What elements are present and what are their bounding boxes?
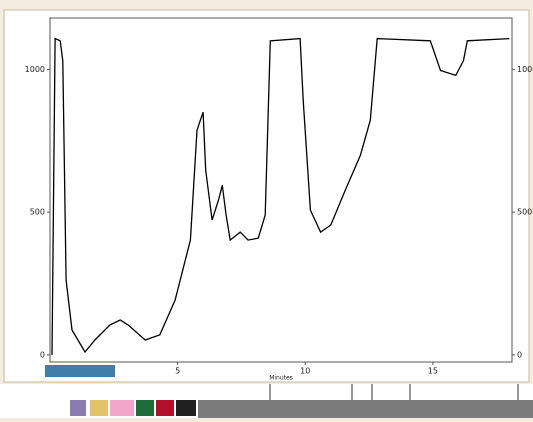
y2-tick-label: 0 [517,350,522,359]
y2-tick-label: 1000 [517,65,533,74]
icon[interactable] [156,400,174,416]
scroll-thumb[interactable] [45,365,115,377]
trace-line [51,37,510,355]
y-tick-label: 0 [40,350,45,359]
status-bar [198,400,533,418]
y2-tick-label: 500 [517,208,532,217]
icon[interactable] [136,400,154,416]
x-axis-label: Minutes [269,375,293,382]
icon[interactable] [70,400,86,416]
chart-panel [3,9,530,383]
plot-area [49,17,513,363]
x-tick-label: 5 [175,367,180,376]
icon[interactable] [176,400,196,416]
y-tick-label: 500 [30,208,45,217]
icon[interactable] [110,400,134,416]
y-tick-label: 1000 [25,65,45,74]
x-tick-label: 10 [300,367,310,376]
x-tick-label: 15 [428,367,438,376]
icon[interactable] [90,400,108,416]
